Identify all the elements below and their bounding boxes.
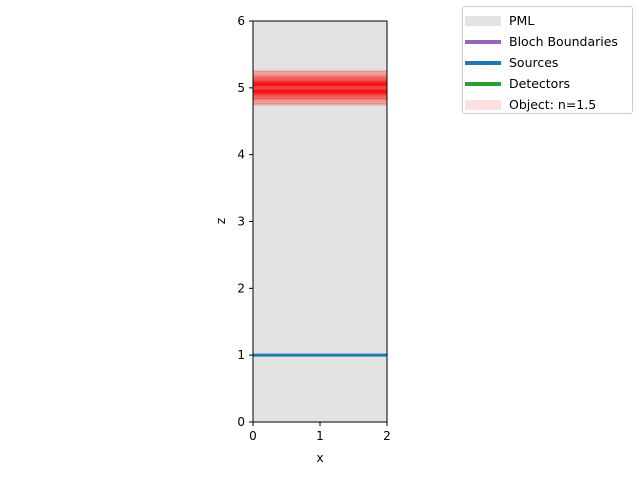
y-tick-label: 3 <box>237 215 245 229</box>
y-tick-label: 5 <box>237 81 245 95</box>
y-tick-label: 6 <box>237 14 245 28</box>
y-axis-label: z <box>214 218 228 224</box>
x-tick-label: 2 <box>383 429 391 443</box>
legend-item-sources: Sources <box>463 52 632 73</box>
legend-swatch-detectors <box>465 81 501 86</box>
legend: PML Bloch Boundaries Sources Detectors O… <box>462 6 633 114</box>
legend-swatch-bloch <box>465 39 501 44</box>
legend-label-bloch: Bloch Boundaries <box>509 34 618 49</box>
x-tick-label: 1 <box>316 429 324 443</box>
legend-label-sources: Sources <box>509 55 559 70</box>
y-tick-label: 4 <box>237 148 245 162</box>
x-tick-label: 0 <box>249 429 257 443</box>
x-axis-label: x <box>316 451 323 465</box>
legend-label-pml: PML <box>509 13 535 28</box>
y-tick-label: 2 <box>237 281 245 295</box>
y-tick-label: 0 <box>237 415 245 429</box>
legend-label-detectors: Detectors <box>509 76 570 91</box>
object-slab <box>253 69 387 107</box>
legend-swatch-pml <box>465 15 501 26</box>
legend-item-pml: PML <box>463 10 632 31</box>
legend-swatch-object <box>465 99 501 110</box>
legend-item-detectors: Detectors <box>463 73 632 94</box>
y-tick-label: 1 <box>237 348 245 362</box>
legend-item-bloch: Bloch Boundaries <box>463 31 632 52</box>
legend-label-object: Object: n=1.5 <box>509 97 597 112</box>
legend-item-object: Object: n=1.5 <box>463 94 632 115</box>
legend-swatch-sources <box>465 60 501 65</box>
